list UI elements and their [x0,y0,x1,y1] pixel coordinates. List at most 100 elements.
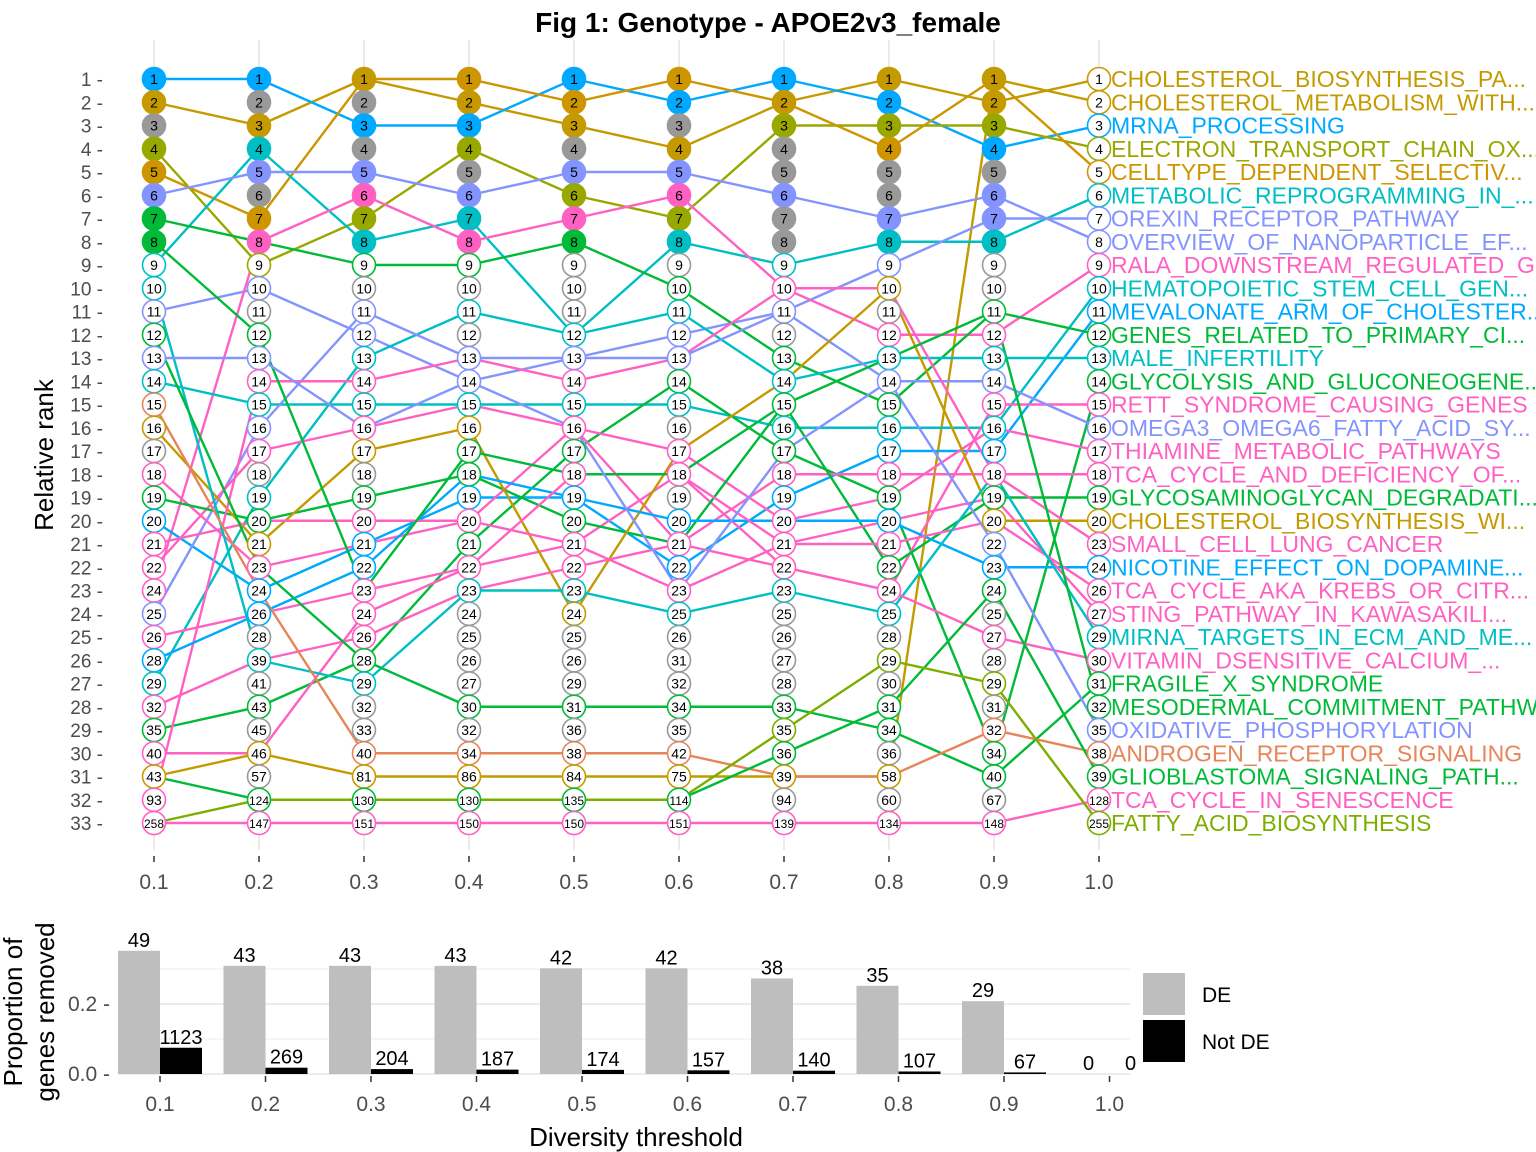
bar-x-tick-label: 0.4 [462,1093,492,1116]
rank-node-label: 11 [147,304,162,320]
rank-node-label: 13 [251,350,267,366]
bar-de [540,968,582,1074]
pathway-label: GLYCOSAMINOGLYCAN_DEGRADATI... [1111,485,1536,511]
rank-node-label: 28 [251,629,267,645]
rank-node-label: 4 [885,141,893,157]
rank-node-label: 1 [675,71,683,87]
pathway-label: FATTY_ACID_BIOSYNTHESIS [1111,810,1431,836]
rank-y-tick-label: 31 - [70,768,103,789]
rank-node-label: 11 [252,304,267,320]
rank-node-label: 20 [146,513,162,529]
rank-node-label: 9 [675,257,683,273]
rank-node-label: 9 [255,257,263,273]
pathway-label: OMEGA3_OMEGA6_FATTY_ACID_SY... [1111,415,1531,441]
rank-node-label: 17 [671,443,687,459]
rank-node-label: 13 [566,350,582,366]
series-line [153,496,1100,615]
rank-node-label: 86 [461,769,477,785]
rank-node-label: 14 [776,373,792,389]
rank-node-label: 2 [360,94,368,110]
rank-node-label: 4 [150,141,158,157]
rank-node-label: 6 [780,187,788,203]
rank-y-tick-label: 23 - [70,582,103,603]
bar-not-de [265,1067,308,1074]
rank-node-label: 15 [251,397,267,413]
rank-y-tick-label: 16 - [70,419,103,440]
rank-x-tick-label: 0.7 [769,871,798,894]
rank-node-label: 8 [255,234,263,250]
rank-node [1086,810,1112,836]
bar-de [645,968,688,1074]
rank-node-label: 16 [461,420,477,436]
rank-node-label: 28 [986,652,1002,668]
rank-node-label: 34 [986,745,1002,761]
rank-y-tick-label: 1 - [81,70,103,91]
bar-value-label: 42 [655,947,677,969]
rank-node-label: 16 [881,420,897,436]
bar-value-label: 0 [1083,1053,1094,1075]
rank-node-label: 21 [776,536,792,552]
rank-node-label: 18 [461,466,477,482]
bar-y-axis: 0.0 - 0.2 - [68,993,110,1086]
rank-node-label: 28 [356,652,372,668]
rank-node-label: 10 [881,280,897,296]
pathway-label: OXIDATIVE_PHOSPHORYLATION [1111,717,1473,743]
rank-series-lines [152,77,1101,825]
rank-node-label: 11 [882,304,897,320]
rank-node-label: 2 [150,94,158,110]
rank-node-label: 25 [776,606,792,622]
rank-y-tick-label: 6 - [81,186,103,207]
pathway-label: OREXIN_RECEPTOR_PATHWAY [1111,206,1460,232]
rank-node-label: 20 [881,513,897,529]
rank-node-label: 23 [776,583,792,599]
pathway-label: CHOLESTEROL_BIOSYNTHESIS_WI... [1111,508,1525,534]
rank-node-label: 8 [360,234,368,250]
rank-node-label: 26 [461,652,477,668]
rank-node-label: 20 [1091,513,1107,529]
rank-node-label: 24 [881,583,897,599]
rank-node-label: 19 [1091,490,1107,506]
rank-node-label: 20 [566,513,582,529]
legend-label: DE [1202,984,1231,1007]
rank-node-label: 34 [671,699,687,715]
series-line [152,287,1100,801]
rank-node-label: 5 [570,164,578,180]
rank-x-tick-label: 0.2 [244,871,273,894]
pathway-label: MALE_INFERTILITY [1111,345,1324,371]
series-line [153,287,1100,429]
rank-node-label: 2 [570,94,578,110]
pathway-end-labels: CHOLESTEROL_BIOSYNTHESIS_PA... CHOLESTERO… [1111,66,1536,836]
rank-node-label: 23 [671,583,687,599]
rank-y-axis: 1 -2 -3 -4 -5 -6 -7 -8 -9 -10 -11 -12 -1… [70,70,103,835]
rank-node-label: 1 [1095,71,1103,87]
rank-node-label: 6 [150,187,158,203]
bar-value-label: 67 [1014,1051,1036,1073]
rank-node-label: 12 [881,327,897,343]
pathway-label: CHOLESTEROL_BIOSYNTHESIS_PA... [1111,66,1526,92]
rank-node-label: 11 [567,304,582,320]
bar-de [751,978,793,1074]
bar-de [856,985,899,1074]
rank-node-label: 1 [150,71,158,87]
pathway-label: FRAGILE_X_SYNDROME [1111,671,1383,697]
rank-node-label: 9 [465,257,473,273]
rank-y-tick-label: 5 - [81,163,103,184]
rank-node-label: 6 [885,187,893,203]
rank-node-label: 3 [780,118,788,134]
series-line [153,403,1099,569]
rank-node-label: 26 [566,652,582,668]
rank-node-label: 25 [881,606,897,622]
rank-node-label: 43 [251,699,267,715]
bar-x-tick-label: 0.1 [145,1093,174,1116]
rank-node-label: 11 [357,304,372,320]
bar-x-tick-label: 0.8 [884,1093,913,1116]
rank-node-label: 13 [461,350,477,366]
rank-node-label: 6 [255,187,263,203]
rank-node-label: 6 [570,187,578,203]
rank-node-label: 147 [249,817,269,831]
pathway-label: RALA_DOWNSTREAM_REGULATED_G... [1111,252,1536,278]
rank-node-label: 20 [356,513,372,529]
rank-node-label: 21 [881,536,897,552]
bar-not-de [476,1069,519,1074]
rank-node-label: 24 [1091,559,1107,575]
